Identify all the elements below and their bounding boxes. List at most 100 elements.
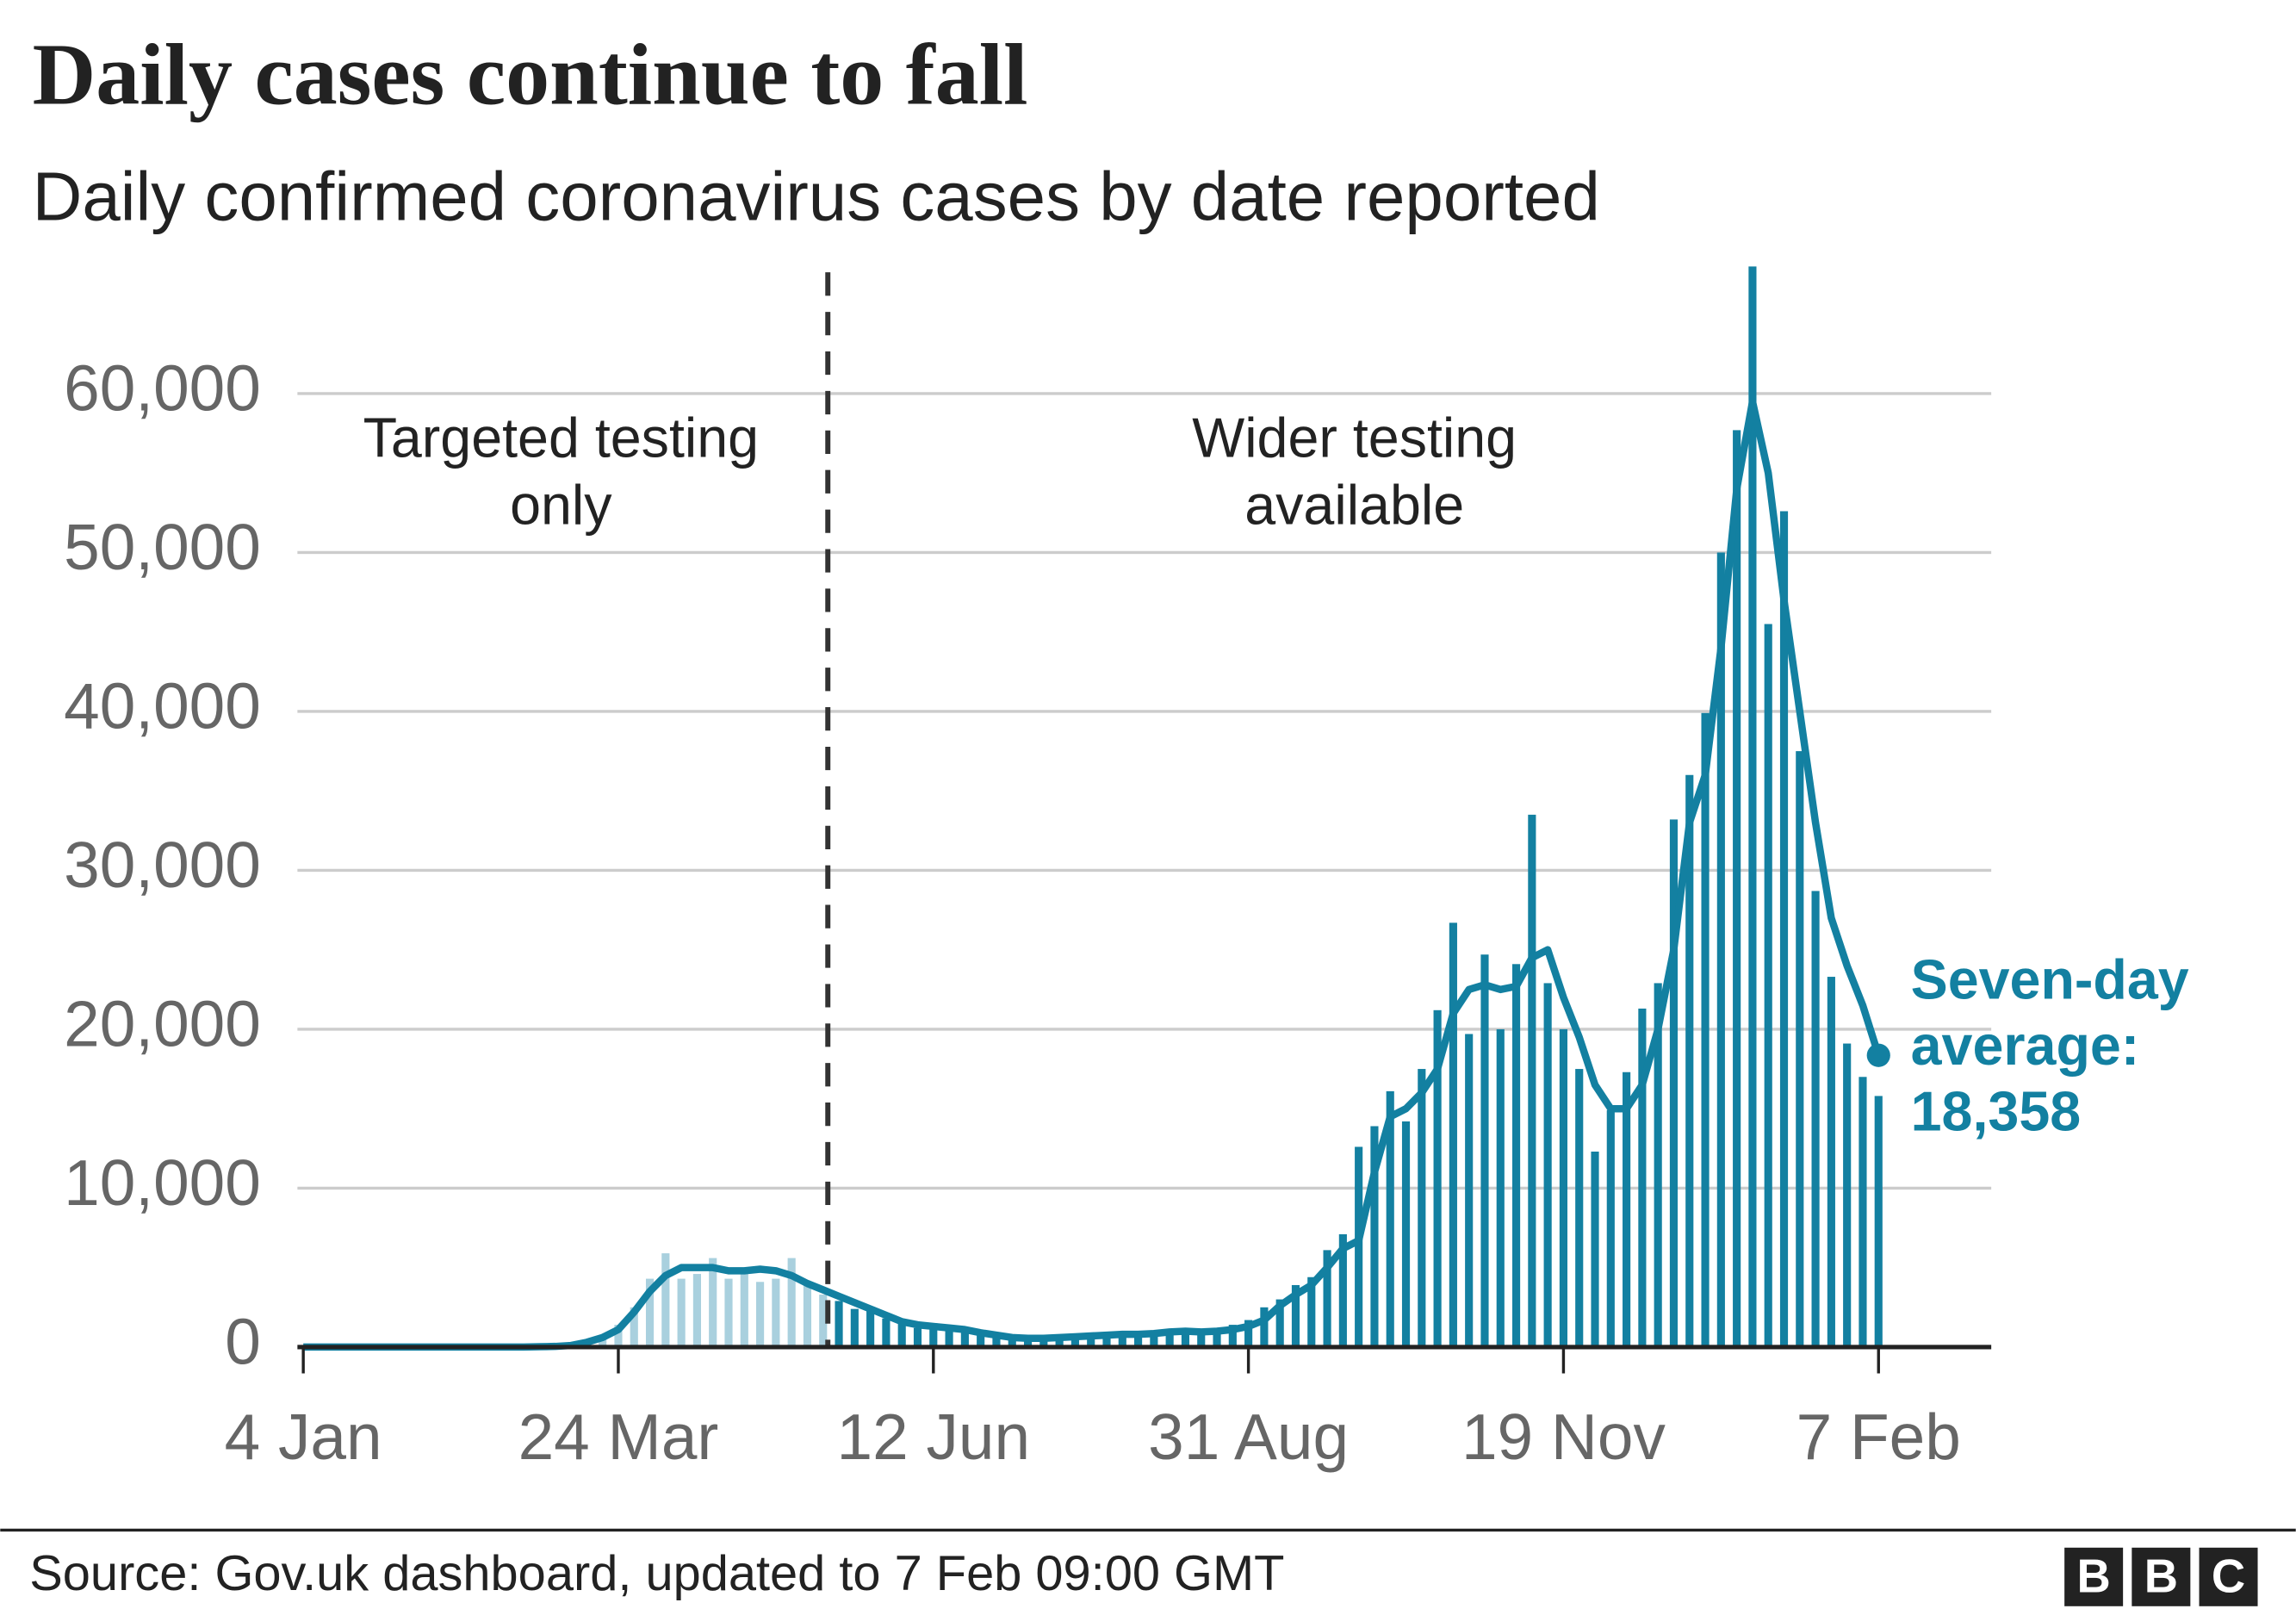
bar [724, 1278, 733, 1347]
bar [1764, 624, 1772, 1347]
chart-subtitle: Daily confirmed coronavirus cases by dat… [33, 158, 1600, 235]
bar [1181, 1329, 1190, 1347]
bar [803, 1284, 812, 1347]
bar [661, 1253, 670, 1347]
bar [1275, 1299, 1284, 1347]
bar [1623, 1071, 1631, 1347]
bar [819, 1295, 828, 1347]
end-label: average: [1911, 1015, 2140, 1077]
logo-letter: B [2077, 1550, 2111, 1603]
bar [882, 1318, 890, 1347]
bar [1511, 964, 1521, 1347]
bar [1701, 712, 1710, 1347]
bar [835, 1301, 843, 1347]
bar [1134, 1335, 1143, 1347]
bar [1528, 814, 1536, 1347]
bar [1433, 1009, 1442, 1347]
chart-title: Daily cases continue to fall [33, 26, 1028, 123]
bar [1465, 1034, 1474, 1347]
bar [787, 1258, 796, 1347]
bar [1418, 1069, 1426, 1347]
annotation: Wider testing [1192, 407, 1517, 469]
bar [599, 1336, 607, 1347]
y-tick-label: 30,000 [64, 829, 261, 901]
bar [645, 1278, 655, 1347]
bar [614, 1325, 623, 1347]
bar [1401, 1121, 1411, 1347]
end-label: Seven-day [1911, 948, 2189, 1010]
bar [772, 1278, 780, 1347]
bar [1008, 1339, 1016, 1347]
bar [1669, 819, 1679, 1347]
end-dot [1866, 1043, 1890, 1067]
bar [1370, 1126, 1379, 1347]
bar [1150, 1331, 1158, 1347]
bar [945, 1331, 953, 1347]
y-tick-label: 0 [225, 1306, 261, 1378]
bar [1543, 983, 1552, 1347]
logo-letter: B [2144, 1550, 2178, 1603]
bar [992, 1337, 1001, 1347]
bar [1244, 1320, 1253, 1347]
bar [1102, 1336, 1111, 1347]
bar [1291, 1284, 1300, 1347]
bar [1748, 266, 1757, 1347]
bar [1338, 1233, 1347, 1347]
bar [1859, 1077, 1867, 1347]
x-tick-label: 31 Aug [1148, 1401, 1349, 1473]
bar [1165, 1332, 1174, 1347]
y-tick-label: 40,000 [64, 670, 261, 742]
bar [1638, 1008, 1647, 1347]
x-tick-label: 24 Mar [518, 1401, 719, 1473]
annotation: Targeted testing [363, 407, 760, 469]
bar [1118, 1332, 1126, 1347]
bar [1827, 977, 1835, 1347]
x-tick-label: 4 Jan [225, 1401, 382, 1473]
bar [1733, 430, 1741, 1347]
bar [677, 1278, 686, 1347]
bar [1197, 1331, 1206, 1347]
x-tick-label: 7 Feb [1796, 1401, 1961, 1473]
logo-box [2199, 1547, 2258, 1606]
bar [1386, 1090, 1394, 1347]
bar [1843, 1043, 1852, 1347]
bar [1559, 1028, 1568, 1347]
plot-area: 0 10,000 20,000 30,000 40,000 50,000 60,000 Sev… [64, 266, 2189, 1473]
bar [1070, 1337, 1079, 1347]
bar [692, 1274, 702, 1347]
bar [1716, 552, 1725, 1347]
bar [1796, 751, 1804, 1347]
x-tick-label: 12 Jun [837, 1401, 1031, 1473]
bar [1260, 1307, 1269, 1347]
bar [756, 1282, 765, 1347]
bar [1480, 954, 1489, 1347]
bar [630, 1307, 638, 1347]
bar [1039, 1339, 1048, 1347]
bar [866, 1308, 875, 1347]
bar [850, 1308, 859, 1347]
bar [1591, 1151, 1599, 1347]
y-tick-label: 20,000 [64, 988, 261, 1060]
bar [1213, 1327, 1221, 1347]
annotation: only [510, 475, 612, 537]
bar [709, 1258, 717, 1347]
logo-letter: C [2212, 1550, 2245, 1603]
bar [1575, 1069, 1584, 1347]
bar [913, 1327, 922, 1347]
x-tick-label: 19 Nov [1461, 1401, 1666, 1473]
bar [1779, 511, 1789, 1347]
bar [1355, 1146, 1363, 1347]
bar [960, 1332, 969, 1347]
bar [1307, 1276, 1316, 1347]
bar [977, 1334, 985, 1347]
logo-box [2132, 1547, 2191, 1606]
bar [740, 1269, 748, 1347]
bar [1685, 774, 1694, 1347]
bar [1323, 1250, 1331, 1347]
bar [1496, 1028, 1505, 1347]
source-note: Source: Gov.uk dashboard, updated to 7 F… [29, 1546, 1284, 1601]
